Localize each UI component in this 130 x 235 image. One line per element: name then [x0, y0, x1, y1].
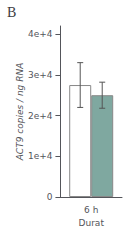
svg-text:ACT9 copies / ng RNA: ACT9 copies / ng RNA	[15, 63, 25, 162]
svg-text:3e+4: 3e+4	[28, 70, 53, 80]
svg-text:1e+4: 1e+4	[28, 151, 53, 161]
svg-text:B: B	[7, 5, 16, 20]
svg-text:Durat: Durat	[79, 218, 105, 228]
svg-text:0: 0	[47, 192, 53, 202]
svg-text:6 h: 6 h	[84, 205, 98, 215]
svg-text:4e+4: 4e+4	[28, 29, 53, 39]
svg-text:2e+4: 2e+4	[28, 111, 53, 121]
